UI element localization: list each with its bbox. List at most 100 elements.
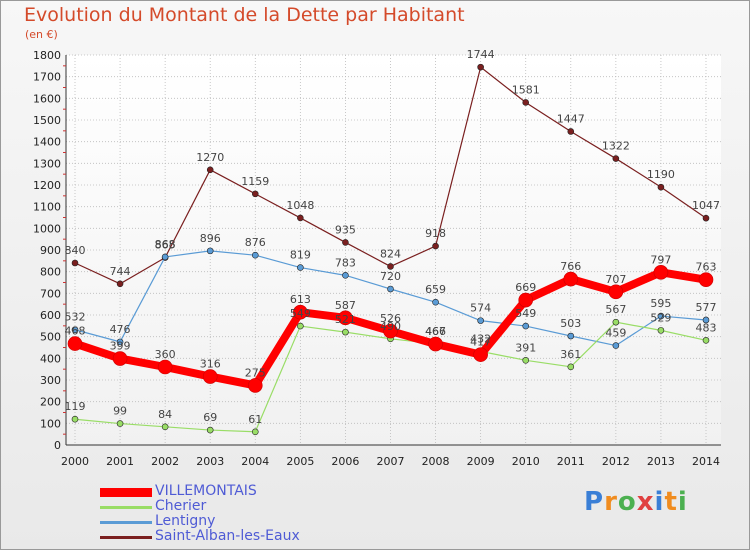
data-point-lentigny	[567, 332, 575, 340]
y-tick-label: 200	[40, 396, 61, 409]
data-point-cherier	[251, 428, 259, 436]
data-point-lentigny	[477, 317, 484, 324]
grid	[66, 54, 721, 446]
logo-letter: i	[654, 487, 665, 517]
y-tick-label: 1300	[33, 157, 61, 170]
data-point-villemontais	[428, 336, 443, 352]
data-point-villemontais	[202, 369, 218, 384]
data-label-saint-alban-les-eaux: 865	[155, 239, 176, 252]
proxiti-logo: Proxiti	[584, 487, 688, 517]
data-label-cherier: 61	[248, 413, 262, 426]
x-tick-label: 2007	[377, 455, 405, 468]
data-label-villemontais: 763	[696, 261, 717, 274]
data-label-saint-alban-les-eaux: 1581	[512, 83, 540, 96]
data-point-saint-alban-les-eaux	[702, 214, 710, 222]
legend-swatch	[100, 536, 152, 539]
data-point-saint-alban-les-eaux	[612, 155, 620, 162]
y-tick-label: 0	[54, 439, 61, 452]
data-point-cherier	[522, 356, 530, 364]
data-label-villemontais: 399	[110, 340, 131, 353]
x-tick-label: 2008	[422, 455, 450, 468]
data-point-lentigny	[387, 285, 394, 293]
data-label-saint-alban-les-eaux: 1447	[557, 112, 585, 125]
data-point-lentigny	[297, 264, 304, 271]
data-point-villemontais	[473, 347, 488, 362]
y-tick-label: 1400	[33, 136, 61, 149]
data-point-lentigny	[612, 342, 620, 349]
data-point-villemontais	[698, 272, 714, 287]
data-label-cherier: 361	[560, 348, 581, 361]
legend-swatch	[100, 521, 152, 524]
data-label-cherier: 119	[65, 400, 86, 413]
data-point-saint-alban-les-eaux	[432, 242, 439, 250]
data-label-villemontais: 316	[200, 358, 221, 371]
data-label-saint-alban-les-eaux: 1744	[467, 48, 495, 61]
x-tick-label: 2005	[286, 455, 314, 468]
data-label-lentigny: 659	[425, 283, 446, 296]
y-tick-label: 700	[40, 287, 61, 300]
logo-letter: o	[617, 487, 637, 517]
data-label-lentigny: 876	[245, 236, 266, 249]
data-label-saint-alban-les-eaux: 824	[380, 247, 401, 260]
data-label-lentigny: 720	[380, 270, 401, 283]
y-tick-label: 1600	[33, 92, 61, 105]
data-label-saint-alban-les-eaux: 935	[335, 223, 356, 236]
data-point-saint-alban-les-eaux	[657, 183, 665, 191]
data-point-villemontais	[293, 304, 308, 320]
data-point-villemontais	[247, 378, 263, 393]
data-point-lentigny	[116, 338, 124, 346]
data-label-villemontais: 466	[425, 325, 446, 338]
logo-letter: i	[677, 487, 688, 517]
logo-letter: t	[664, 487, 678, 517]
data-label-cherier: 549	[290, 307, 311, 320]
data-point-cherier	[161, 423, 169, 431]
series-group	[67, 63, 714, 436]
data-label-saint-alban-les-eaux: 1159	[241, 175, 269, 188]
x-tick-label: 2000	[61, 455, 89, 468]
chart-subtitle: (en €)	[25, 28, 58, 41]
data-point-cherier	[297, 322, 304, 330]
data-label-saint-alban-les-eaux: 1322	[602, 140, 630, 153]
data-point-saint-alban-les-eaux	[206, 166, 214, 174]
data-labels: 840 744 865 1270 1159 1048 935 824 918 1744 1581 14…	[65, 48, 721, 426]
data-label-saint-alban-les-eaux: 918	[425, 227, 446, 240]
y-tick-label: 100	[40, 417, 61, 430]
y-tick-label: 1500	[33, 114, 61, 127]
chart-title: Evolution du Montant de la Dette par Hab…	[24, 4, 465, 26]
data-label-cherier: 69	[203, 411, 217, 424]
x-tick-label: 2003	[196, 455, 224, 468]
data-point-lentigny	[657, 312, 665, 320]
y-tick-label: 1700	[33, 71, 61, 84]
y-tick-label: 800	[40, 266, 61, 279]
legend-label: Cherier	[155, 498, 207, 514]
data-point-cherier	[657, 327, 665, 334]
data-point-saint-alban-les-eaux	[387, 263, 394, 270]
y-tick-label: 400	[40, 352, 61, 365]
y-tick-label: 500	[40, 331, 61, 344]
data-label-saint-alban-les-eaux: 744	[110, 265, 131, 278]
data-label-cherier: 567	[605, 303, 626, 316]
data-point-villemontais	[563, 271, 579, 287]
data-label-saint-alban-les-eaux: 1047	[692, 199, 720, 212]
data-point-villemontais	[608, 284, 624, 300]
x-tick-label: 2012	[602, 455, 630, 468]
data-label-cherier: 432	[470, 332, 491, 345]
data-point-saint-alban-les-eaux	[71, 259, 79, 267]
x-tick-label: 2006	[331, 455, 359, 468]
data-label-cherier: 529	[650, 311, 671, 324]
data-label-lentigny: 819	[290, 249, 311, 262]
data-point-cherier	[206, 426, 214, 434]
legend-label: VILLEMONTAIS	[155, 483, 257, 499]
data-point-saint-alban-les-eaux	[567, 128, 575, 135]
data-label-saint-alban-les-eaux: 1048	[286, 199, 314, 212]
data-label-lentigny: 503	[560, 317, 581, 330]
data-point-lentigny	[71, 326, 79, 334]
data-point-villemontais	[518, 292, 534, 308]
data-point-saint-alban-les-eaux	[251, 190, 259, 198]
data-label-cherier: 467	[425, 325, 446, 338]
data-point-cherier	[71, 415, 79, 423]
data-point-saint-alban-les-eaux	[477, 63, 484, 71]
data-label-cherier: 391	[515, 341, 536, 354]
data-point-villemontais	[112, 351, 128, 366]
data-point-saint-alban-les-eaux	[116, 280, 124, 288]
